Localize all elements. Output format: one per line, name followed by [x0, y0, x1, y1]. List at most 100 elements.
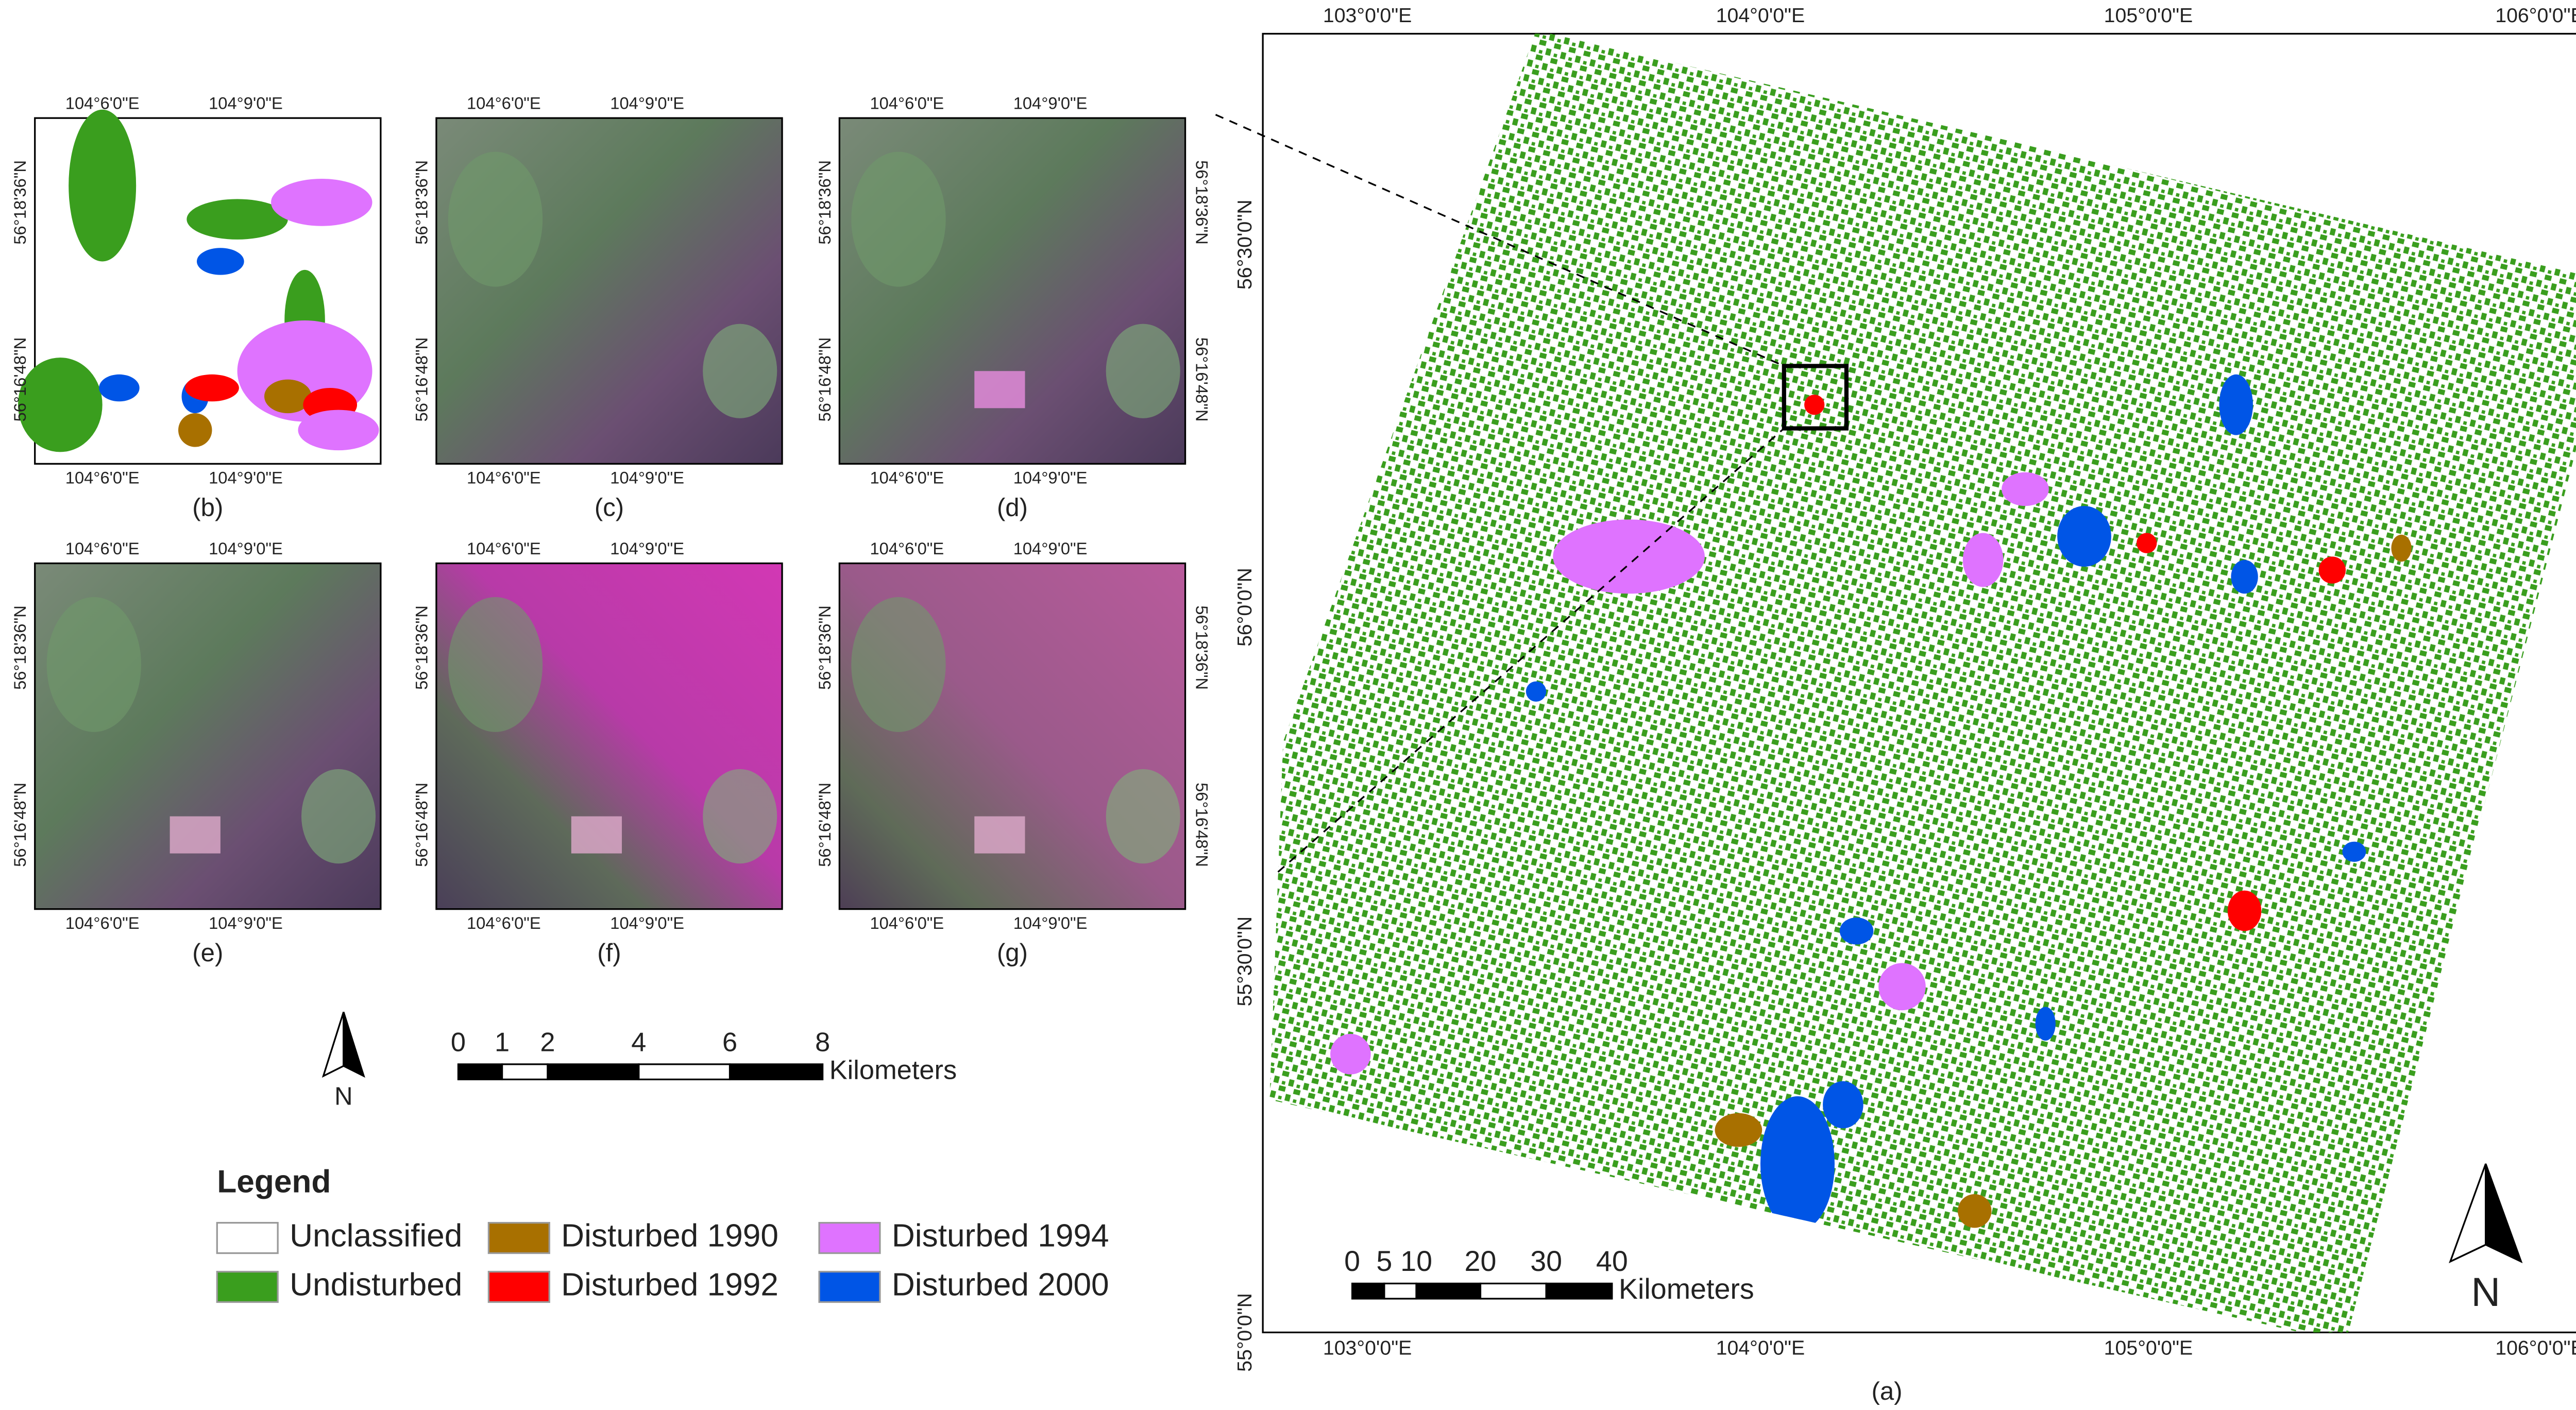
patch: [2342, 841, 2366, 862]
lon-tick-label: 104°6'0"E: [467, 539, 541, 558]
scale-label: 0: [451, 1027, 466, 1057]
lon-tick-label: 104°0'0"E: [1716, 4, 1805, 27]
legend-swatch: [487, 1221, 550, 1254]
legend-swatch: [487, 1270, 550, 1303]
panel-label: (g): [997, 939, 1028, 967]
lon-tick-label: 104°6'0"E: [65, 94, 140, 113]
lat-tick-label: 56°18'36"N: [412, 160, 431, 245]
lon-tick-label: 104°9'0"E: [610, 94, 684, 113]
patch: [264, 379, 312, 414]
patch: [2137, 533, 2157, 553]
scale-segment: [638, 1063, 731, 1080]
lon-tick-label: 104°6'0"E: [65, 539, 140, 558]
scale-label: 1: [495, 1027, 510, 1057]
lat-tick-label: 56°16'48"N: [10, 337, 29, 422]
forest-tone: [1106, 324, 1180, 418]
patch: [2057, 506, 2111, 567]
lon-tick-label: 104°9'0"E: [610, 539, 684, 558]
lon-tick-label: 105°0'0"E: [2104, 4, 2193, 27]
patch: [2391, 534, 2412, 562]
patch: [2002, 472, 2049, 506]
scale-label: 0: [1344, 1245, 1360, 1277]
patch: [2231, 559, 2258, 594]
patch: [99, 374, 140, 402]
scale-segment: [728, 1063, 824, 1080]
lon-tick-label: 104°6'0"E: [870, 468, 944, 487]
lat-tick-label: 56°18'36"N: [10, 605, 29, 690]
scale-segment: [1479, 1282, 1547, 1300]
lon-tick-label: 106°0'0"E: [2495, 4, 2576, 27]
patch: [197, 248, 244, 275]
patch: [2318, 556, 2346, 584]
scale-label: 6: [722, 1027, 737, 1057]
panel-label: (c): [595, 494, 624, 522]
patch: [1839, 918, 1874, 945]
lon-tick-label: 103°0'0"E: [1323, 4, 1412, 27]
lon-tick-label: 104°6'0"E: [870, 94, 944, 113]
forest-tone: [46, 597, 141, 732]
lat-tick-label: 56°16'48"N: [815, 337, 834, 422]
patch: [1823, 1081, 1863, 1129]
lat-tick-label: 56°16'48"N: [10, 783, 29, 867]
patch: [69, 109, 137, 262]
scale-label: 40: [1596, 1245, 1628, 1277]
lon-tick-label: 104°6'0"E: [467, 468, 541, 487]
lon-tick-label: 104°6'0"E: [65, 913, 140, 932]
scale-unit: Kilometers: [1619, 1273, 1754, 1305]
patch: [298, 410, 379, 451]
forest-texture: [1269, 33, 2576, 1333]
forest-tone: [703, 324, 777, 418]
lat-tick-label: 55°30'0"N: [1233, 916, 1256, 1007]
legend-label: Disturbed 1994: [892, 1218, 1109, 1253]
scale-unit: Kilometers: [829, 1055, 957, 1085]
legend-title: Legend: [217, 1164, 331, 1200]
clearing: [974, 371, 1025, 409]
panel-label: (d): [997, 494, 1028, 522]
patch: [178, 413, 212, 447]
clearing: [974, 816, 1025, 854]
north-arrow: [321, 1011, 365, 1078]
lat-tick-label: 56°18'36"N: [412, 605, 431, 690]
legend-label: Disturbed 1990: [561, 1218, 778, 1253]
scale-label: 20: [1465, 1245, 1497, 1277]
legend-label: Disturbed 1992: [561, 1267, 778, 1302]
lat-tick-label: 56°16'48"N: [815, 783, 834, 867]
inset-panel: 104°6'0"E 104°6'0"E 104°9'0"E 104°9'0"E 56°1…: [815, 94, 1212, 522]
scale-segment: [1351, 1282, 1385, 1300]
patch: [1760, 1096, 1835, 1231]
legend-label: Disturbed 2000: [892, 1267, 1109, 1302]
lat-tick-label: 56°0'0"N: [1233, 568, 1256, 647]
lon-tick-label: 104°9'0"E: [610, 913, 684, 932]
leader-line: [1277, 428, 1785, 873]
forest-tone: [448, 151, 543, 287]
lat-tick-label: 56°30'0"N: [1233, 199, 1256, 290]
scale-label: 5: [1376, 1245, 1392, 1277]
scale-label: 8: [815, 1027, 830, 1057]
patch: [1330, 1033, 1371, 1075]
clearing: [170, 816, 221, 854]
lat-tick-label: 56°16'48"N: [412, 783, 431, 867]
lat-tick-label: 56°18'36"N: [815, 605, 834, 690]
scale-segment: [1545, 1282, 1613, 1300]
patch: [1957, 1194, 1992, 1228]
lat-tick-label: 56°18'36"N: [1192, 160, 1211, 245]
lat-tick-label: 56°18'36"N: [10, 160, 29, 245]
panel-label: (a): [1871, 1378, 1902, 1405]
legend-swatch: [818, 1221, 881, 1254]
lon-tick-label: 104°9'0"E: [1013, 913, 1088, 932]
lon-tick-label: 104°9'0"E: [1013, 468, 1088, 487]
patch: [18, 358, 103, 452]
patch: [1804, 395, 1825, 415]
lon-tick-label: 103°0'0"E: [1323, 1337, 1412, 1360]
forest-tone: [851, 151, 946, 287]
disturbance-patches: [1330, 374, 2412, 1231]
panel-label: (b): [192, 494, 223, 522]
patch: [2219, 374, 2253, 435]
forest-tone: [448, 597, 543, 732]
patch: [271, 179, 372, 226]
lon-tick-label: 104°6'0"E: [65, 468, 140, 487]
lon-tick-label: 104°0'0"E: [1716, 1337, 1805, 1360]
patch: [1878, 963, 1926, 1011]
patch: [2035, 1007, 2056, 1041]
